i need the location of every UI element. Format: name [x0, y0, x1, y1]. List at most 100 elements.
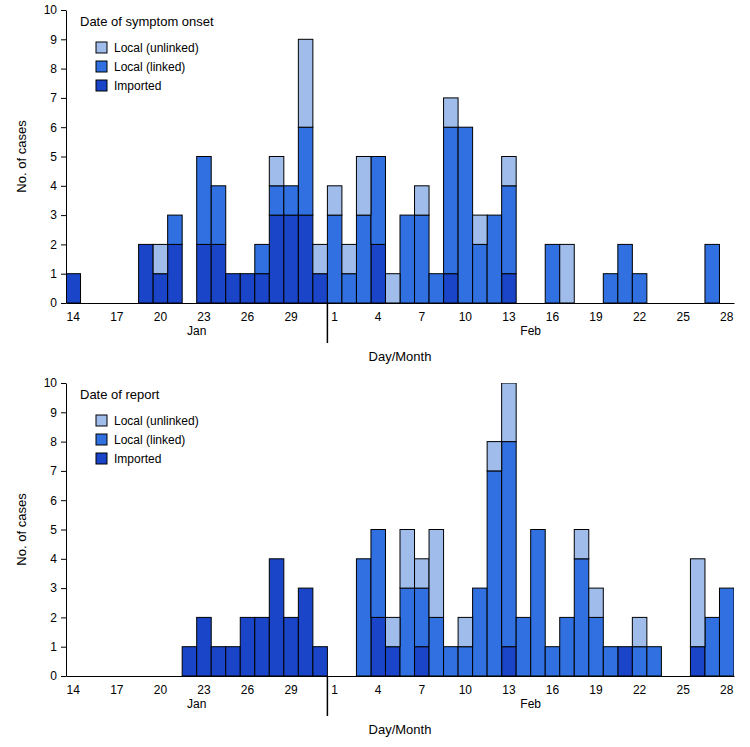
bar-segment: [603, 646, 618, 647]
bar-segment: [415, 588, 430, 647]
bar-segment: [356, 215, 371, 303]
bar-segment: [327, 186, 342, 215]
bar-segment: [618, 646, 633, 647]
x-tick-label: 13: [502, 310, 516, 324]
y-tick-label: 0: [50, 669, 57, 683]
series-bars: [385, 383, 704, 647]
bar-segment: [313, 646, 328, 647]
x-tick-label: 28: [720, 683, 734, 697]
bar-segment: [168, 676, 183, 677]
series-bars: [168, 127, 720, 303]
bar-segment: [342, 244, 357, 273]
y-tick-label: 10: [44, 3, 58, 17]
bar-segment: [284, 617, 299, 618]
y-axis-line: [66, 384, 67, 677]
bar-segment: [676, 303, 691, 304]
bar-segment: [603, 647, 618, 676]
y-axis-line: [66, 11, 67, 304]
y-tick: 0: [50, 669, 66, 683]
bar-segment: [429, 617, 444, 676]
bar-segment: [676, 676, 691, 677]
x-tick: 14: [67, 303, 81, 324]
bar-segment: [168, 676, 183, 677]
x-tick-label: 10: [459, 310, 473, 324]
bar-segment: [298, 215, 313, 303]
bar-segment: [589, 303, 604, 304]
bar-segment: [516, 303, 531, 304]
bar-segment: [458, 127, 473, 303]
bar-segment: [502, 274, 517, 303]
bar-segment: [255, 617, 270, 676]
bar-segment: [502, 383, 517, 442]
y-tick-label: 3: [50, 581, 57, 595]
y-tick-label: 5: [50, 150, 57, 164]
bar-segment: [66, 676, 81, 677]
bar-segment: [284, 186, 299, 215]
legend-label: Local (unlinked): [114, 414, 199, 428]
bar-segment: [705, 617, 720, 676]
bar-segment: [313, 646, 328, 647]
group-divider: [327, 303, 329, 343]
y-tick: 7: [50, 91, 66, 105]
bar-segment: [240, 273, 255, 274]
bar-segment: [415, 647, 430, 676]
x-tick-label: 14: [67, 683, 81, 697]
bar-segment: [502, 647, 517, 676]
bar-segment: [415, 215, 430, 303]
panel: 0123456789101417202326291471013161922252…: [14, 3, 735, 364]
x-tick-label: 4: [375, 310, 382, 324]
x-tick: 1: [331, 303, 338, 324]
bar-segment: [719, 303, 734, 304]
bar-segment: [473, 588, 488, 676]
bar-segment: [269, 558, 284, 559]
bar-segment: [719, 303, 734, 304]
y-tick-mark: [61, 244, 66, 245]
legend-swatch: [96, 434, 107, 445]
x-tick-label: 1: [331, 683, 338, 697]
y-tick-label: 7: [50, 464, 57, 478]
y-tick: 5: [50, 523, 66, 537]
legend-swatch: [96, 415, 107, 426]
bar-segment: [342, 274, 357, 303]
bar-segment: [574, 559, 589, 676]
series-bars: [153, 39, 574, 303]
y-tick: 6: [50, 494, 66, 508]
bar-segment: [66, 676, 81, 677]
y-tick-mark: [61, 98, 66, 99]
bar-segment: [139, 244, 154, 245]
bar-segment: [487, 442, 502, 471]
legend-label: Imported: [114, 79, 161, 93]
x-tick-label: 19: [589, 683, 603, 697]
x-axis-title: Day/Month: [369, 722, 432, 737]
bar-segment: [81, 676, 96, 677]
y-tick: 4: [50, 552, 66, 566]
bar-segment: [226, 274, 241, 303]
bar-segment: [298, 127, 313, 215]
y-tick-label: 10: [44, 376, 58, 390]
bar-segment: [661, 676, 676, 677]
x-tick-label: 17: [110, 310, 124, 324]
bar-segment: [371, 617, 386, 676]
bar-segment: [153, 274, 168, 303]
y-tick-mark: [61, 500, 66, 501]
y-tick-mark: [61, 412, 66, 413]
x-tick: 26: [241, 676, 255, 697]
y-tick-label: 3: [50, 208, 57, 222]
bar-segment: [182, 647, 197, 676]
panel-title: Date of symptom onset: [80, 14, 214, 29]
bar-segment: [690, 303, 705, 304]
x-tick-label: 7: [418, 683, 425, 697]
bar-segment: [168, 215, 183, 216]
legend-item: Imported: [96, 79, 161, 93]
legend-swatch: [96, 42, 107, 53]
bar-segment: [226, 646, 241, 647]
y-tick-label: 5: [50, 523, 57, 537]
bar-segment: [182, 303, 197, 304]
y-tick: 3: [50, 581, 66, 595]
x-tick: 28: [720, 676, 734, 697]
x-tick-label: 14: [67, 310, 81, 324]
bar-segment: [676, 676, 691, 677]
y-tick-mark: [61, 442, 66, 443]
bar-segment: [574, 303, 589, 304]
bar-segment: [385, 647, 400, 676]
